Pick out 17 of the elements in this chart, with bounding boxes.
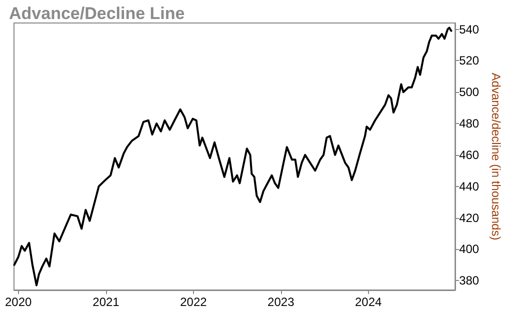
- x-tick-label: 2023: [268, 295, 295, 309]
- y-tick-label: 440: [459, 179, 480, 194]
- y-tick-label: 380: [459, 274, 480, 288]
- y-tick-label: 500: [459, 85, 480, 100]
- y-tick-label: 460: [459, 148, 480, 162]
- line-series: [13, 26, 452, 286]
- y-axis-title: Advance/decline (in thousands): [489, 72, 503, 240]
- x-tick-label: 2024: [354, 295, 382, 309]
- x-tick-label: 2022: [180, 295, 208, 309]
- y-tick-label: 520: [459, 54, 480, 68]
- y-tick-label: 480: [459, 116, 480, 131]
- chart-title: Advance/Decline Line: [9, 4, 185, 23]
- x-tick-label: 2020: [4, 295, 32, 309]
- x-tick-label: 2021: [92, 295, 120, 309]
- y-tick-label: 420: [459, 210, 480, 225]
- y-tick-label: 540: [459, 22, 480, 36]
- y-tick-label: 400: [459, 242, 480, 256]
